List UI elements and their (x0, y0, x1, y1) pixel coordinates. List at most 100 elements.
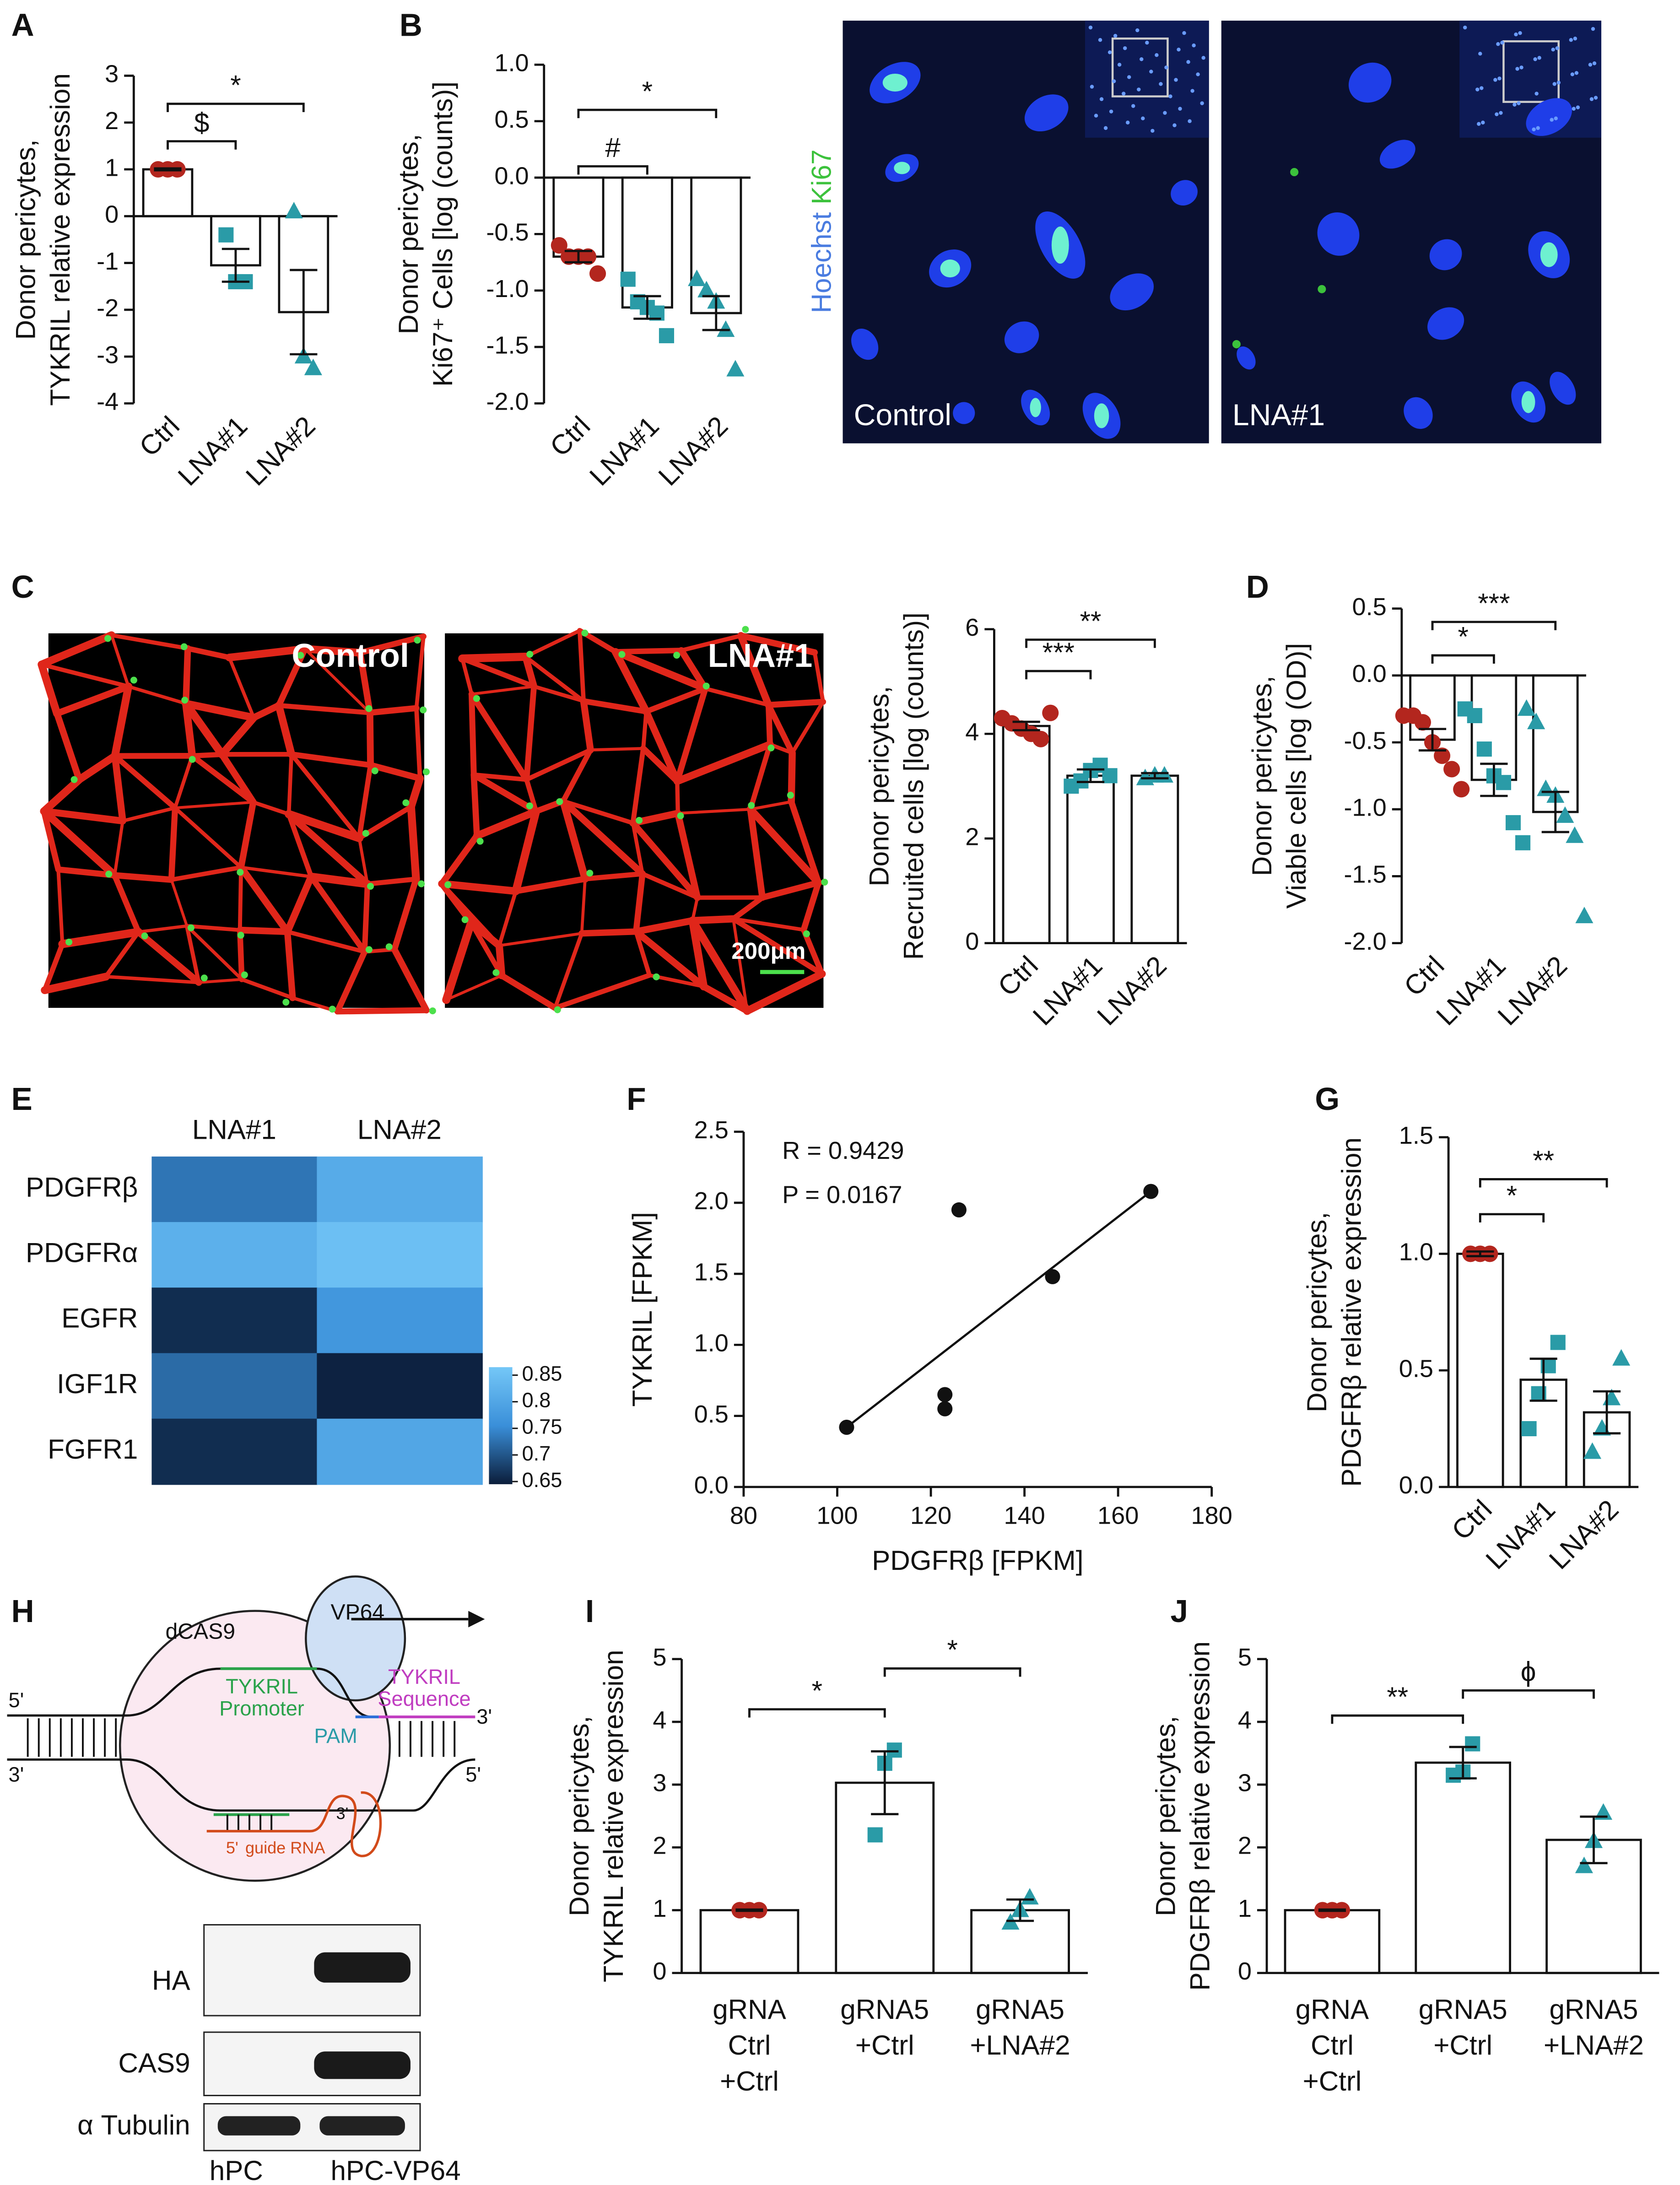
panel-letter: E (11, 1081, 32, 1117)
significance-bracket (748, 1708, 886, 1718)
y-tick-label: 0 (1238, 1958, 1252, 1985)
significance-label: * (812, 1675, 822, 1706)
inset-dot (1569, 38, 1573, 42)
panel-letter: H (11, 1593, 34, 1629)
vessel (189, 753, 256, 805)
inset-dot (1573, 37, 1577, 41)
vessel (498, 972, 558, 1011)
pericyte (104, 635, 112, 642)
inset-dot (1497, 76, 1502, 81)
nucleus (1404, 397, 1433, 429)
inset-dot (1570, 72, 1575, 76)
data-point (1102, 768, 1118, 784)
significance-label: ϕ (1521, 1656, 1536, 1687)
data-point (1612, 1349, 1631, 1366)
x-tick-label: LNA#1 (1430, 950, 1511, 1031)
x-tick-label: Ctrl (133, 411, 185, 463)
nucleus (1348, 62, 1392, 103)
panel-letter: A (11, 7, 34, 43)
vessel (560, 798, 646, 877)
y-tick-label: 4 (965, 719, 979, 746)
x-tick-label: Ctrl (992, 950, 1044, 1002)
error-bar (1318, 1908, 1346, 1912)
inset-dot (1123, 46, 1127, 50)
vessel (357, 649, 373, 716)
inset-dot (1145, 41, 1149, 45)
vessel (460, 656, 474, 696)
inset-dot (1475, 87, 1480, 92)
x-tick-label: gRNA5 (976, 1994, 1064, 2025)
x-tick-label: Ctrl (1398, 950, 1450, 1002)
vessel (365, 876, 419, 887)
vessel (561, 799, 635, 826)
vessel (700, 983, 751, 1015)
pericyte (742, 626, 749, 633)
vessel (640, 871, 700, 900)
pericyte (461, 916, 469, 923)
data-point (726, 360, 745, 377)
inset-dot (1107, 50, 1112, 54)
row-label: PDGFRα (26, 1238, 138, 1268)
vessel (407, 803, 420, 883)
error-bar (1012, 720, 1040, 731)
pericyte (748, 802, 755, 809)
label: 3' (9, 1763, 24, 1786)
nucleus (851, 328, 879, 360)
inset-dot (1113, 34, 1118, 38)
vessel (676, 808, 752, 815)
inset-dot (1099, 97, 1104, 101)
inset-dot (1513, 103, 1517, 107)
pericyte (200, 974, 208, 982)
ki67-images: Control LNA#1 Hoechst Ki67 (806, 21, 1602, 443)
error-bar (1006, 1898, 1034, 1922)
significance-label: # (605, 132, 621, 163)
error-bar (564, 249, 593, 264)
vessel (512, 807, 540, 895)
vessel (522, 653, 538, 690)
inset-dot (1126, 120, 1130, 124)
vessel (286, 752, 294, 817)
vessel (589, 747, 645, 752)
error-bar (1480, 763, 1508, 797)
vessel (288, 751, 373, 768)
vessel (56, 867, 65, 946)
ki67-spot (894, 162, 910, 174)
inset-dot (1121, 92, 1126, 96)
vessel (301, 645, 364, 657)
blot-label: α Tubulin (77, 2110, 190, 2141)
inset-dot (1496, 42, 1500, 46)
inset-dot (1463, 25, 1467, 30)
arrow-head (468, 1611, 485, 1628)
data-point (717, 320, 735, 337)
y-tick-label: 0.5 (1399, 1355, 1433, 1382)
error-bar (1141, 772, 1169, 779)
y-tick-label: -1.5 (1344, 861, 1386, 888)
significance-bracket (1479, 1213, 1545, 1222)
vessel (113, 819, 124, 877)
x-tick-label: Ctrl (728, 2030, 771, 2061)
nucleus (1427, 307, 1464, 340)
band (314, 1952, 411, 1983)
inset-dot (1098, 38, 1102, 42)
blot-label: CAS9 (118, 2048, 190, 2078)
inset-dot (1151, 129, 1155, 133)
bar (1284, 1909, 1381, 1974)
vessel (239, 865, 313, 878)
inset-dot (1532, 127, 1536, 131)
inset-dot (1518, 31, 1522, 35)
pericyte (787, 791, 794, 799)
colorbar-label: 0.65 (522, 1468, 562, 1492)
vessel (225, 645, 309, 661)
vessel (524, 683, 537, 783)
vessel (42, 941, 65, 993)
significance-bracket (883, 1667, 1021, 1677)
vessel (643, 686, 708, 714)
x-tick-label: LNA#2 (653, 411, 734, 492)
colorbar-label: 0.8 (522, 1389, 551, 1412)
heatmap-cell (151, 1287, 318, 1354)
significance-label: * (1507, 1180, 1517, 1211)
error-bar (735, 1908, 763, 1912)
x-tick-label: 80 (730, 1502, 757, 1529)
dna-top (317, 1667, 372, 1718)
y-axis-label: Donor pericytes, (11, 139, 41, 340)
